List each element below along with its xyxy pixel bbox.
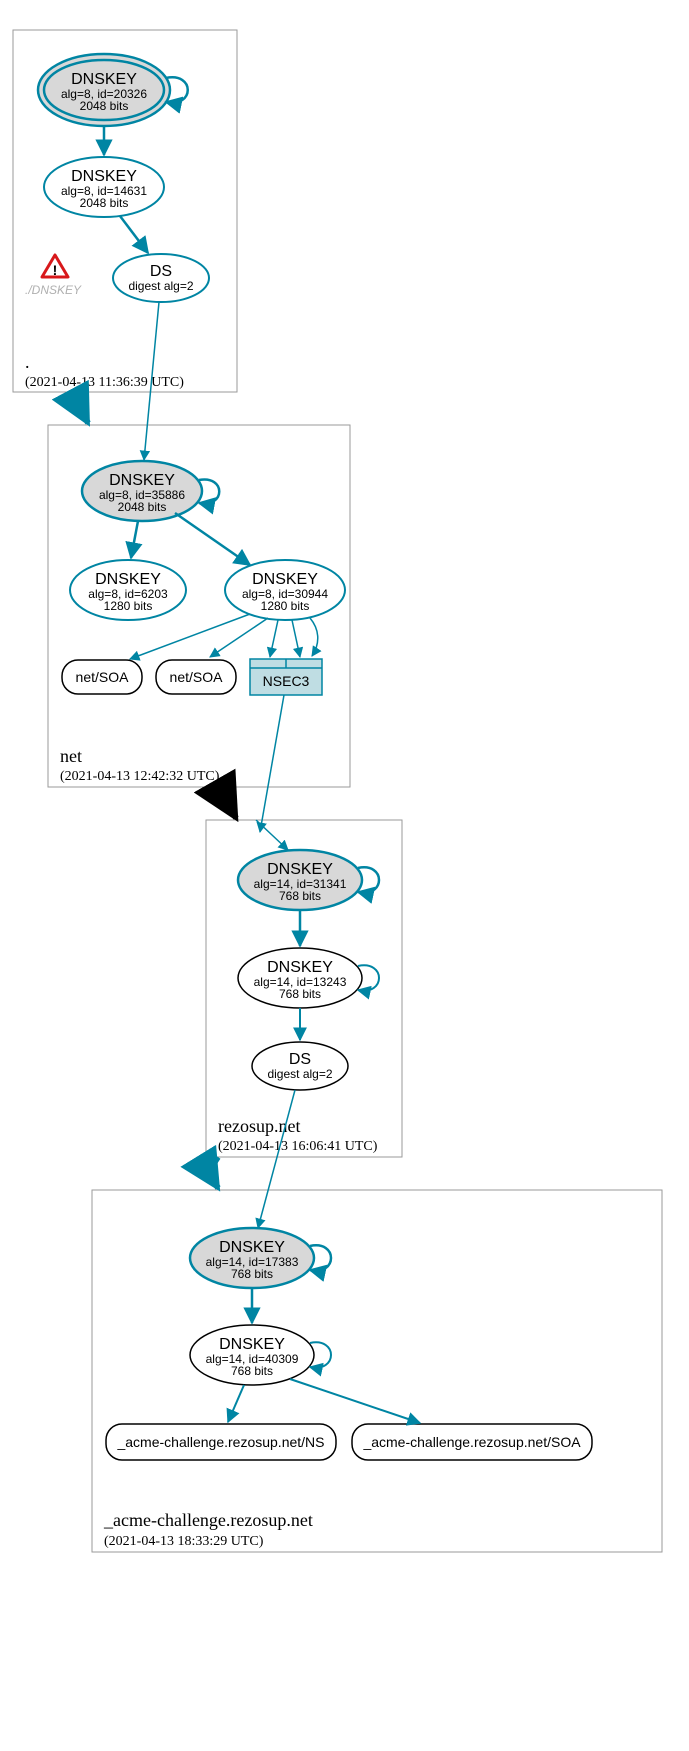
svg-text:NSEC3: NSEC3 [263, 673, 310, 689]
svg-text:!: ! [53, 262, 58, 278]
svg-text:DNSKEY: DNSKEY [219, 1336, 285, 1353]
node-acme-ksk: DNSKEY alg=14, id=17383 768 bits [190, 1228, 314, 1288]
edge-net-zsk2-nsec3c [310, 618, 318, 656]
svg-text:2048 bits: 2048 bits [118, 500, 167, 514]
svg-text:DNSKEY: DNSKEY [219, 1239, 285, 1256]
svg-text:_acme-challenge.rezosup.net/NS: _acme-challenge.rezosup.net/NS [116, 1434, 324, 1450]
zone-net-name: net [60, 746, 82, 766]
svg-text:768 bits: 768 bits [231, 1267, 273, 1281]
svg-text:1280 bits: 1280 bits [261, 599, 310, 613]
node-net-soa2: net/SOA [156, 660, 236, 694]
node-root-ds: DS digest alg=2 [113, 254, 209, 302]
svg-text:DNSKEY: DNSKEY [71, 71, 137, 88]
edge-net-zsk2-soa1 [130, 614, 250, 659]
svg-text:DNSKEY: DNSKEY [267, 861, 333, 878]
edge-zone-net-rezosup [230, 787, 236, 818]
edge-zone-net-rezksk [256, 820, 288, 850]
node-net-ksk: DNSKEY alg=8, id=35886 2048 bits [82, 461, 202, 521]
node-root-ghost: ./DNSKEY [25, 283, 82, 297]
svg-text:DNSKEY: DNSKEY [109, 472, 175, 489]
svg-text:net/SOA: net/SOA [76, 669, 130, 685]
svg-text:DS: DS [150, 263, 172, 280]
svg-text:768 bits: 768 bits [231, 1364, 273, 1378]
zone-root-name: . [25, 352, 30, 372]
edge-root-zsk-ds [120, 216, 148, 253]
edge-rez-ds-acme-ksk [258, 1090, 295, 1228]
node-acme-ns: _acme-challenge.rezosup.net/NS [106, 1424, 336, 1460]
edge-acme-zsk-soa [290, 1379, 420, 1423]
svg-text:DS: DS [289, 1051, 311, 1068]
svg-text:768 bits: 768 bits [279, 987, 321, 1001]
node-rez-ds: DS digest alg=2 [252, 1042, 348, 1090]
node-net-zsk2: DNSKEY alg=8, id=30944 1280 bits [225, 560, 345, 620]
edge-acme-zsk-ns [228, 1385, 244, 1422]
edge-net-ksk-zsk1 [131, 521, 138, 558]
zone-acme [92, 1190, 662, 1552]
svg-text:_acme-challenge.rezosup.net/SO: _acme-challenge.rezosup.net/SOA [362, 1434, 581, 1450]
edge-net-ksk-zsk2 [175, 513, 250, 565]
node-root-ksk: DNSKEY alg=8, id=20326 2048 bits [38, 54, 170, 126]
node-root-zsk: DNSKEY alg=8, id=14631 2048 bits [44, 157, 164, 217]
node-rez-ksk: DNSKEY alg=14, id=31341 768 bits [238, 850, 362, 910]
node-net-nsec3: NSEC3 [250, 659, 322, 695]
svg-text:digest alg=2: digest alg=2 [128, 279, 193, 293]
svg-text:net/SOA: net/SOA [170, 669, 224, 685]
zone-root-ts: (2021-04-13 11:36:39 UTC) [25, 375, 184, 390]
zone-acme-name: _acme-challenge.rezosup.net [103, 1510, 313, 1530]
zone-net-ts: (2021-04-13 12:42:32 UTC) [60, 769, 220, 784]
svg-text:1280 bits: 1280 bits [104, 599, 153, 613]
svg-text:768 bits: 768 bits [279, 889, 321, 903]
node-acme-soa: _acme-challenge.rezosup.net/SOA [352, 1424, 592, 1460]
edge-zone-rez-acme [212, 1157, 218, 1188]
svg-text:digest alg=2: digest alg=2 [267, 1067, 332, 1081]
svg-text:DNSKEY: DNSKEY [267, 959, 333, 976]
node-net-soa1: net/SOA [62, 660, 142, 694]
svg-text:DNSKEY: DNSKEY [252, 571, 318, 588]
zone-rezosup-ts: (2021-04-13 16:06:41 UTC) [218, 1139, 378, 1154]
svg-text:DNSKEY: DNSKEY [95, 571, 161, 588]
node-rez-zsk: DNSKEY alg=14, id=13243 768 bits [238, 948, 362, 1008]
warning-icon: ! [42, 255, 68, 278]
edge-nsec3-rez [260, 695, 284, 832]
node-acme-zsk: DNSKEY alg=14, id=40309 768 bits [190, 1325, 314, 1385]
zone-rezosup-name: rezosup.net [218, 1116, 300, 1136]
svg-text:2048 bits: 2048 bits [80, 196, 129, 210]
edge-net-zsk2-soa2 [210, 618, 268, 657]
edge-net-zsk2-nsec3b [292, 620, 300, 657]
edge-net-zsk2-nsec3a [270, 620, 278, 657]
zone-acme-ts: (2021-04-13 18:33:29 UTC) [104, 1534, 264, 1549]
edge-zone-root-net [82, 392, 88, 423]
node-net-zsk1: DNSKEY alg=8, id=6203 1280 bits [70, 560, 186, 620]
svg-text:DNSKEY: DNSKEY [71, 168, 137, 185]
svg-text:2048 bits: 2048 bits [80, 99, 129, 113]
